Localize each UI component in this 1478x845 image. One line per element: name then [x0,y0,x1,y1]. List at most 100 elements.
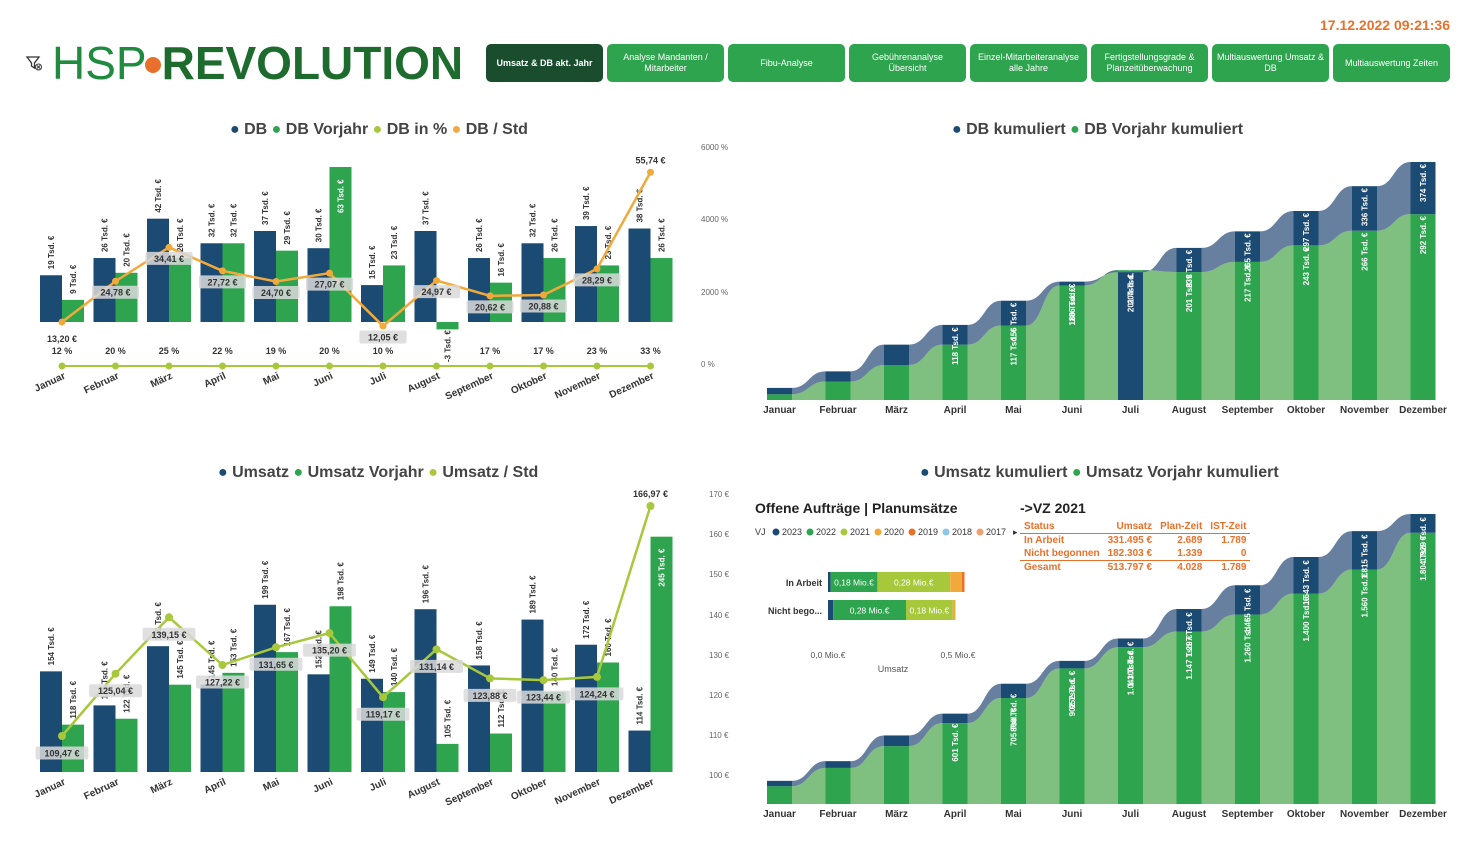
ribbon-kumuliert [909,324,943,365]
x-tick: September [1222,405,1274,416]
vz-cell: 1.789 [1221,535,1247,546]
vz-cell: Nicht begonnen [1024,548,1100,559]
legend-dot: ● [271,121,286,138]
label-umsatz-vorjahr: 153 Tsd. € [230,628,239,667]
x-axis-label: Umsatz [878,664,909,674]
nav-multiauswertung-zeiten[interactable]: Multiauswertung Zeiten [1333,44,1450,82]
nav-multiauswertung-umsatz[interactable]: Multiauswertung Umsatz & DB [1212,44,1329,82]
vz-cell: Gesamt [1020,560,1104,574]
label-db-std: 24,78 € [100,288,130,298]
point-db-pct [486,362,494,370]
bar-db [628,228,651,322]
ribbon-vorjahr [1201,261,1235,400]
point-db-std [379,322,387,330]
nav-fibu-analyse[interactable]: Fibu-Analyse [728,44,845,82]
legend-label: 2022 [816,527,836,537]
vz-title: ->VZ 2021 [1020,500,1086,516]
point-umsatz-std [539,676,548,685]
legend-label: 2021 [850,527,870,537]
label-kum: 297 Tsd. € [1302,212,1311,251]
label-kum: 336 Tsd. € [1361,188,1370,227]
bar-vorjahr-kum [767,786,792,804]
x-tick: Juli [1122,405,1139,416]
label-db-vorjahr: 32 Tsd. € [230,203,239,237]
y2-tick: 140 € [709,611,730,620]
nav-gebuehrenanalyse[interactable]: Gebührenanalyse Übersicht [849,44,966,82]
ribbon-vorjahr [1318,230,1352,400]
bar-kum [1410,162,1436,215]
bar-umsatz-vorjahr [169,684,191,772]
label-umsatz-vorjahr: 112 Tsd. € [497,689,506,727]
legend-dot: ● [230,121,245,138]
ribbon-vorjahr [850,746,884,804]
filter-icon[interactable] [26,55,42,71]
ribbon-kumuliert [850,735,884,768]
ribbon-kumuliert [1318,186,1352,246]
bar-segment [961,572,965,592]
x-tick: September [1222,809,1274,820]
y2-tick: 160 € [709,530,730,539]
ribbon-kumuliert [1377,514,1411,570]
label-umsatz: 131 Tsd. € [101,661,110,700]
label-db-pct: 33 % [640,346,661,356]
ribbon-kumuliert [1143,609,1177,648]
x-tick: März [885,405,908,416]
bar-segment [828,572,831,592]
bar-umsatz [575,644,597,772]
label-umsatz-std: 139,15 € [151,630,186,640]
x-tick: Februar [82,777,120,803]
legend-dot: ● [1071,464,1087,481]
vz-cell: 2.689 [1177,535,1203,546]
label-umsatz-std: 131,65 € [258,660,293,670]
bar-umsatz [628,730,651,772]
bar-db-vorjahr [436,322,459,330]
bar-umsatz [147,646,169,772]
nav-fertigstellungsgrade[interactable]: Fertigstellungsgrade & Planzeitüberwachu… [1091,44,1208,82]
x-tick: August [406,776,442,801]
label-db-std: 12,05 € [368,333,398,343]
label-db-std: 55,74 € [635,155,665,165]
nav-einzel-mitarbeiter[interactable]: Einzel-Mitarbeiteranalyse alle Jahre [970,44,1087,82]
x-tick: 0,0 Mio.€ [811,650,846,660]
legend-dot [874,528,882,536]
bar-umsatz [93,705,116,772]
label-umsatz-vorjahr: 145 Tsd. € [176,640,185,679]
bar-vorjahr-kum [1352,569,1377,804]
segment-label: 0,28 Mio.€ [894,578,934,588]
label-umsatz-std-bg [570,687,624,701]
label-db-std-bg [145,251,193,265]
label-umsatz-std-bg [89,684,142,698]
legend-label: 2017 [986,527,1006,537]
x-tick: Dezember [608,371,656,401]
segment-label: 0,18 Mio.€ [834,578,874,588]
x-tick: Januar [33,777,67,801]
x-tick: November [553,371,602,402]
logo-dot [144,56,161,73]
x-tick: 0,5 Mio.€ [941,650,976,660]
label-vorjahr-kum: 292 Tsd. € [1419,216,1428,255]
label-vorjahr-kum: 705 Tsd. € [1010,707,1019,746]
label-kum: 601 Tsd. € [951,723,960,762]
label-vorjahr-kum: 1.804 Tsd. € [1419,535,1428,580]
x-tick: März [885,809,908,820]
label-db: 42 Tsd. € [154,178,163,212]
label-db-vorjahr: 26 Tsd. € [176,218,185,252]
bar-kum [825,371,851,382]
point-db-pct [379,362,387,370]
legend-label: DB [244,121,272,138]
vz-header: Plan-Zeit [1156,520,1207,534]
ribbon-kumuliert [1201,231,1235,273]
label-umsatz: 149 Tsd. € [368,634,377,673]
nav-umsatz-db[interactable]: Umsatz & DB akt. Jahr [486,44,603,82]
offene-auftraege-chart: VJ 2023 2022 2021 2020 2019 2018 2017 ▸ In Arbeit… [755,527,1018,674]
bar-vorjahr-kum [1001,325,1026,400]
label-umsatz-std-bg [196,675,249,689]
label-db-std-bg [359,330,407,344]
label-kum: 952 Tsd. € [1068,670,1077,709]
label-db-std: 27,07 € [314,280,344,290]
ribbon-vorjahr [1318,569,1352,804]
nav-analyse-mandanten[interactable]: Analyse Mandanten / Mitarbeiter [607,44,724,82]
db-chart: 6000 % 4000 % 2000 % 0 % 19 Tsd. € 9 Tsd. € Ja… [33,143,728,403]
label-db-pct: 22 % [212,346,233,356]
bar-db-vorjahr [650,258,673,322]
